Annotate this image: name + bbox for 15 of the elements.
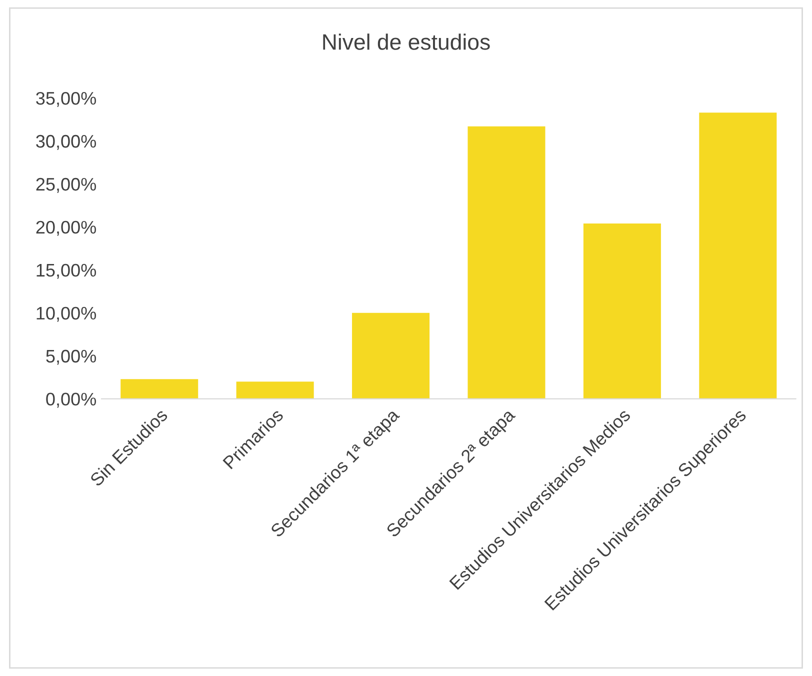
y-tick-label: 15,00% (36, 264, 96, 279)
bar (352, 312, 430, 399)
chart-title: Nivel de estudios (323, 34, 490, 50)
y-tick-label: 35,00% (36, 92, 96, 107)
y-tick-label: 10,00% (36, 306, 96, 322)
bar (236, 382, 314, 399)
bar (468, 126, 546, 399)
bar (583, 224, 661, 399)
y-tick-label: 30,00% (36, 134, 96, 150)
y-tick-label: 25,00% (36, 178, 96, 193)
y-tick-label: 5,00% (46, 350, 96, 365)
y-tick-label: 0,00% (46, 392, 96, 408)
y-tick-label: 20,00% (36, 220, 96, 236)
bar (120, 379, 198, 399)
bar (699, 112, 777, 399)
